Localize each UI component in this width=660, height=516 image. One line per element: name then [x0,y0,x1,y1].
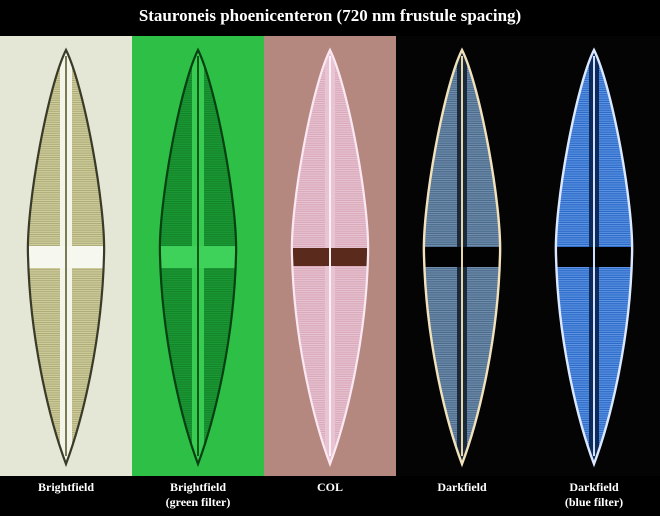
micrograph-panels [0,36,660,476]
caption-line1: Darkfield [437,480,487,494]
caption-brightfield: Brightfield [0,480,132,495]
caption-darkfield: Darkfield [396,480,528,495]
blue-filter-panel [528,36,660,476]
figure-title: Stauroneis phoenicenteron (720 nm frustu… [138,6,522,25]
green-filter-diatom-image [132,36,264,476]
caption-col: COL [264,480,396,495]
green-filter-panel [132,36,264,476]
brightfield-diatom-image [0,36,132,476]
caption-line1: COL [316,480,343,494]
darkfield-panel [396,36,528,476]
blue-filter-diatom-image [528,36,660,476]
col-panel [264,36,396,476]
brightfield-panel [0,36,132,476]
caption-line2: (green filter) [165,495,231,509]
col-diatom-image [264,36,396,476]
caption-green-filter: Brightfield (green filter) [132,480,264,510]
panel-captions: Brightfield Brightfield (green filter) C… [0,476,660,516]
caption-line1: Brightfield [170,480,226,494]
caption-blue-filter: Darkfield (blue filter) [528,480,660,510]
darkfield-diatom-image [396,36,528,476]
caption-line2: (blue filter) [564,495,624,509]
caption-line1: Brightfield [38,480,94,494]
caption-line1: Darkfield [569,480,619,494]
